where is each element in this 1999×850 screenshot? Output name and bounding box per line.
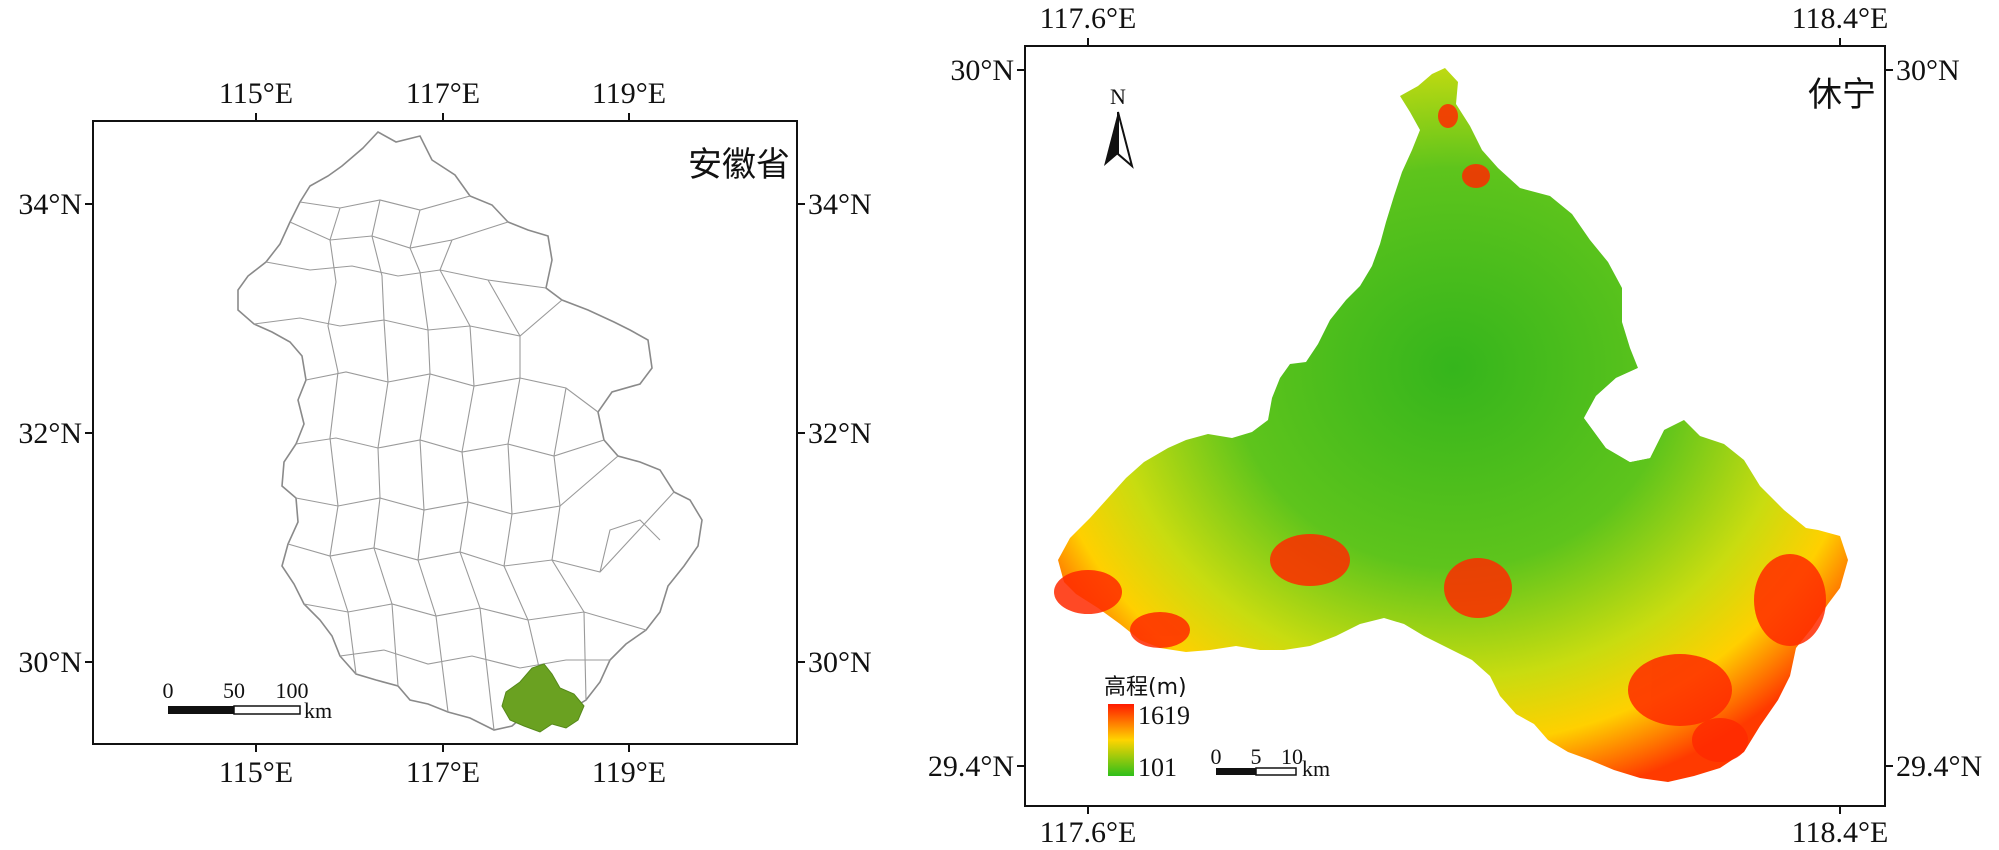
anhui-left-lat-label: 32°N [18,417,82,450]
anhui-bottom-lon-label: 117°E [406,756,480,789]
xiuning-map-title: 休宁 [1808,75,1876,115]
anhui-scale-tick: 100 [276,678,309,703]
xiuning-left-lat-label: 30°N [950,54,1014,87]
xiuning-bottom-lon-label: 118.4°E [1792,816,1889,849]
elevation-legend: 高程(m) 1619 101 [1104,675,1190,782]
anhui-scale-unit: km [304,698,332,723]
xiuning-right-lat-label: 30°N [1896,54,1960,87]
anhui-right-lat-label: 30°N [808,646,872,679]
anhui-top-lon-label: 115°E [219,77,293,110]
xiuning-scale-tick: 5 [1251,744,1262,769]
xiuning-left-lat-label: 29.4°N [928,750,1014,783]
legend-max-value: 1619 [1138,701,1190,730]
xiuning-high-elevation-patches [1054,104,1826,762]
north-arrow-label: N [1110,84,1126,109]
anhui-left-lat-label: 30°N [18,646,82,679]
xiuning-scale-bar: 0 5 10 km [1211,744,1331,781]
legend-min-value: 101 [1138,753,1177,782]
anhui-county-boundaries [253,195,675,731]
anhui-graticule-ticks [85,113,805,752]
xiuning-graticule-ticks [1017,38,1893,814]
xiuning-right-lat-label: 29.4°N [1896,750,1982,783]
legend-color-ramp [1108,704,1134,776]
anhui-right-lat-label: 34°N [808,188,872,221]
anhui-bottom-lon-label: 119°E [592,756,666,789]
north-arrow-icon: N [1104,84,1134,169]
anhui-map-title: 安徽省 [688,145,790,185]
xiuning-elevation-raster [1058,68,1848,782]
xiuning-top-lon-label: 117.6°E [1040,2,1137,35]
xiuning-map-panel: N 休宁 高程(m) 1619 101 0 5 10 km 117.6°E 11… [928,2,1982,849]
anhui-scale-tick: 0 [163,678,174,703]
anhui-bottom-lon-label: 115°E [219,756,293,789]
anhui-left-lat-label: 34°N [18,188,82,221]
legend-title: 高程(m) [1104,675,1187,700]
anhui-right-lat-label: 32°N [808,417,872,450]
xiuning-highlight [501,663,585,733]
xiuning-top-lon-label: 118.4°E [1792,2,1889,35]
anhui-scale-tick: 50 [223,678,245,703]
anhui-top-lon-label: 119°E [592,77,666,110]
anhui-top-lon-label: 117°E [406,77,480,110]
anhui-map-frame [92,120,798,745]
xiuning-scale-unit: km [1302,756,1330,781]
xiuning-scale-tick: 0 [1211,744,1222,769]
anhui-map-panel: 安徽省 115°E 117°E 119°E 115°E 117°E 119°E … [18,77,871,789]
xiuning-bottom-lon-label: 117.6°E [1040,816,1137,849]
anhui-scale-bar: 0 50 100 km [163,678,333,723]
xiuning-scale-tick: 10 [1281,744,1303,769]
xiuning-inner-notch [1584,368,1672,462]
